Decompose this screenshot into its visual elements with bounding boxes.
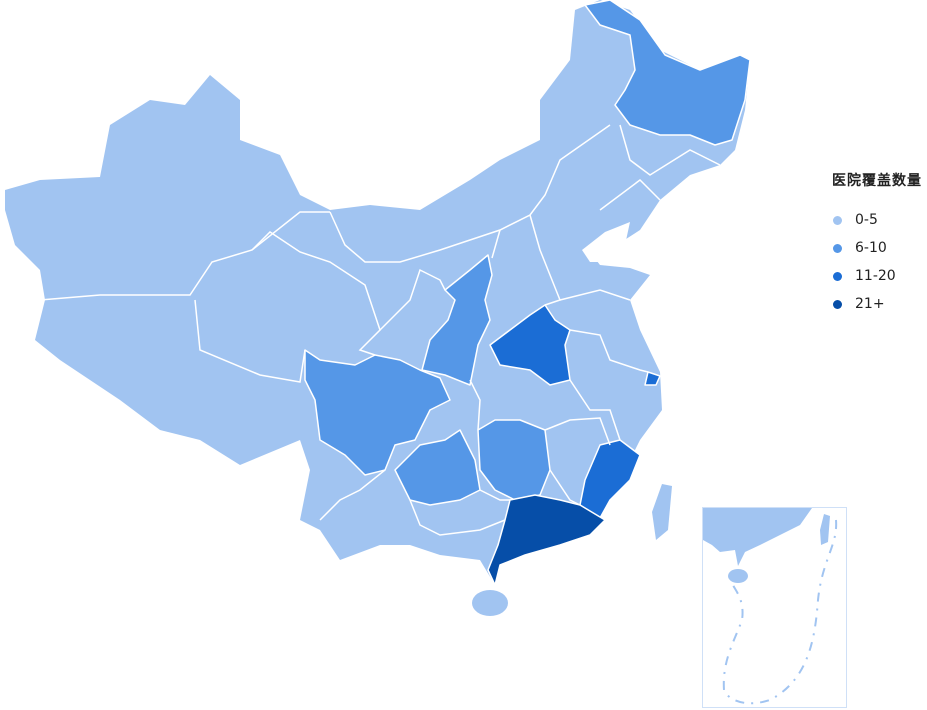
legend-item[interactable]: 6-10 <box>832 228 922 268</box>
legend-title: 医院覆盖数量 <box>832 173 922 189</box>
legend-label: 0-5 <box>855 212 878 228</box>
bohai-sea <box>582 222 630 262</box>
legend: 医院覆盖数量 0-5 6-10 11-20 21+ <box>832 170 922 324</box>
legend-label: 21+ <box>855 296 885 312</box>
inset-hainan <box>728 569 748 583</box>
nine-dash-line <box>722 519 838 705</box>
legend-item[interactable]: 21+ <box>832 284 922 324</box>
legend-item[interactable]: 11-20 <box>832 256 922 296</box>
map-base <box>5 0 750 616</box>
legend-label: 11-20 <box>855 268 896 284</box>
legend-label: 6-10 <box>855 240 887 256</box>
region-hunan[interactable] <box>477 419 551 501</box>
region-heilongjiang[interactable] <box>584 0 751 146</box>
region-shanghai[interactable] <box>644 371 661 386</box>
region-shaanxi[interactable] <box>421 254 493 386</box>
region-guizhou[interactable] <box>394 429 481 506</box>
region-hainan[interactable] <box>472 590 508 616</box>
region-sichuan[interactable] <box>304 349 451 476</box>
region-default[interactable] <box>5 0 750 585</box>
legend-dot-icon <box>833 271 842 281</box>
region-guangdong[interactable] <box>487 494 606 586</box>
region-taiwan[interactable] <box>652 484 672 540</box>
legend-dot-icon <box>833 299 842 309</box>
region-henan[interactable] <box>489 304 571 386</box>
region-fujian[interactable] <box>579 439 641 519</box>
inset-coast <box>703 508 812 566</box>
inset-south-china-sea <box>702 507 847 708</box>
legend-dot-icon <box>833 215 842 225</box>
inset-taiwan <box>820 514 830 545</box>
legend-item[interactable]: 0-5 <box>832 200 922 240</box>
province-borders <box>39 124 721 536</box>
legend-dot-icon <box>833 243 842 253</box>
